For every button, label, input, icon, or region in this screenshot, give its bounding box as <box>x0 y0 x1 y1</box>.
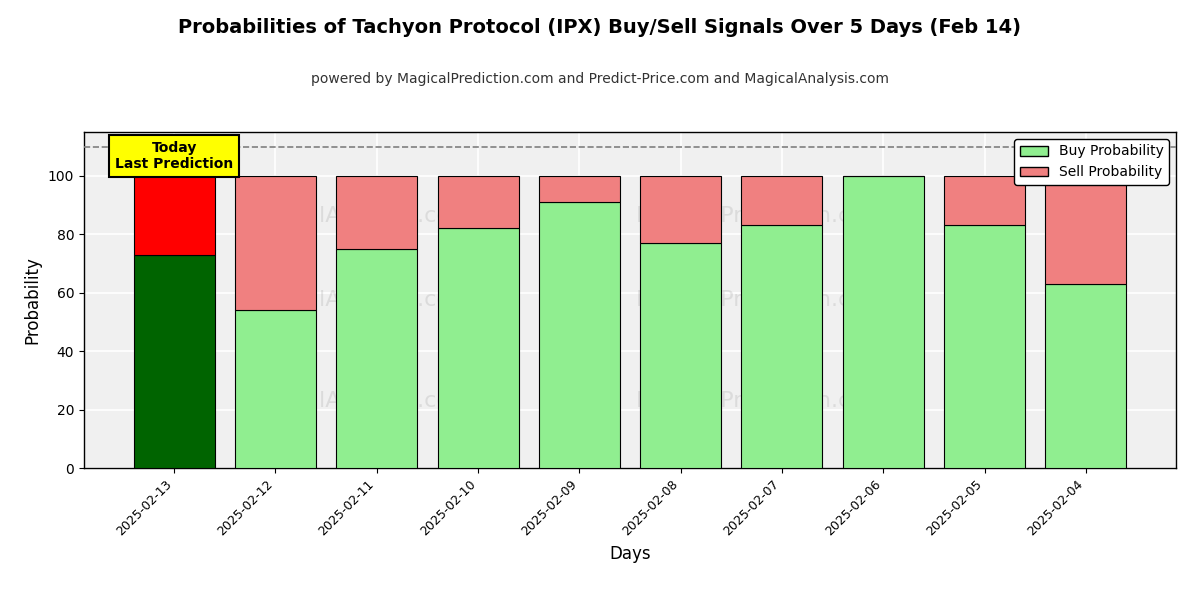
Bar <box>438 176 518 229</box>
Bar <box>1045 284 1127 468</box>
Bar <box>539 176 620 202</box>
Bar <box>235 310 316 468</box>
Y-axis label: Probability: Probability <box>23 256 41 344</box>
Bar <box>742 226 822 468</box>
Bar <box>133 255 215 468</box>
Bar <box>336 249 418 468</box>
Text: MagicalAnalysis.com: MagicalAnalysis.com <box>241 206 473 226</box>
Text: Probabilities of Tachyon Protocol (IPX) Buy/Sell Signals Over 5 Days (Feb 14): Probabilities of Tachyon Protocol (IPX) … <box>179 18 1021 37</box>
Bar <box>944 226 1025 468</box>
Text: Today
Last Prediction: Today Last Prediction <box>115 141 233 171</box>
Bar <box>640 243 721 468</box>
Bar <box>640 176 721 243</box>
Bar <box>336 176 418 249</box>
Bar <box>235 176 316 310</box>
Bar <box>539 202 620 468</box>
Bar <box>438 229 518 468</box>
Legend: Buy Probability, Sell Probability: Buy Probability, Sell Probability <box>1014 139 1169 185</box>
Text: MagicalPrediction.com: MagicalPrediction.com <box>636 290 887 310</box>
Bar <box>944 176 1025 226</box>
Bar <box>742 176 822 226</box>
Text: MagicalAnalysis.com: MagicalAnalysis.com <box>241 391 473 411</box>
Text: MagicalPrediction.com: MagicalPrediction.com <box>636 206 887 226</box>
Text: powered by MagicalPrediction.com and Predict-Price.com and MagicalAnalysis.com: powered by MagicalPrediction.com and Pre… <box>311 72 889 86</box>
Bar <box>133 176 215 255</box>
Bar <box>1045 176 1127 284</box>
Bar <box>842 176 924 468</box>
X-axis label: Days: Days <box>610 545 650 563</box>
Text: MagicalAnalysis.com: MagicalAnalysis.com <box>241 290 473 310</box>
Text: MagicalPrediction.com: MagicalPrediction.com <box>636 391 887 411</box>
